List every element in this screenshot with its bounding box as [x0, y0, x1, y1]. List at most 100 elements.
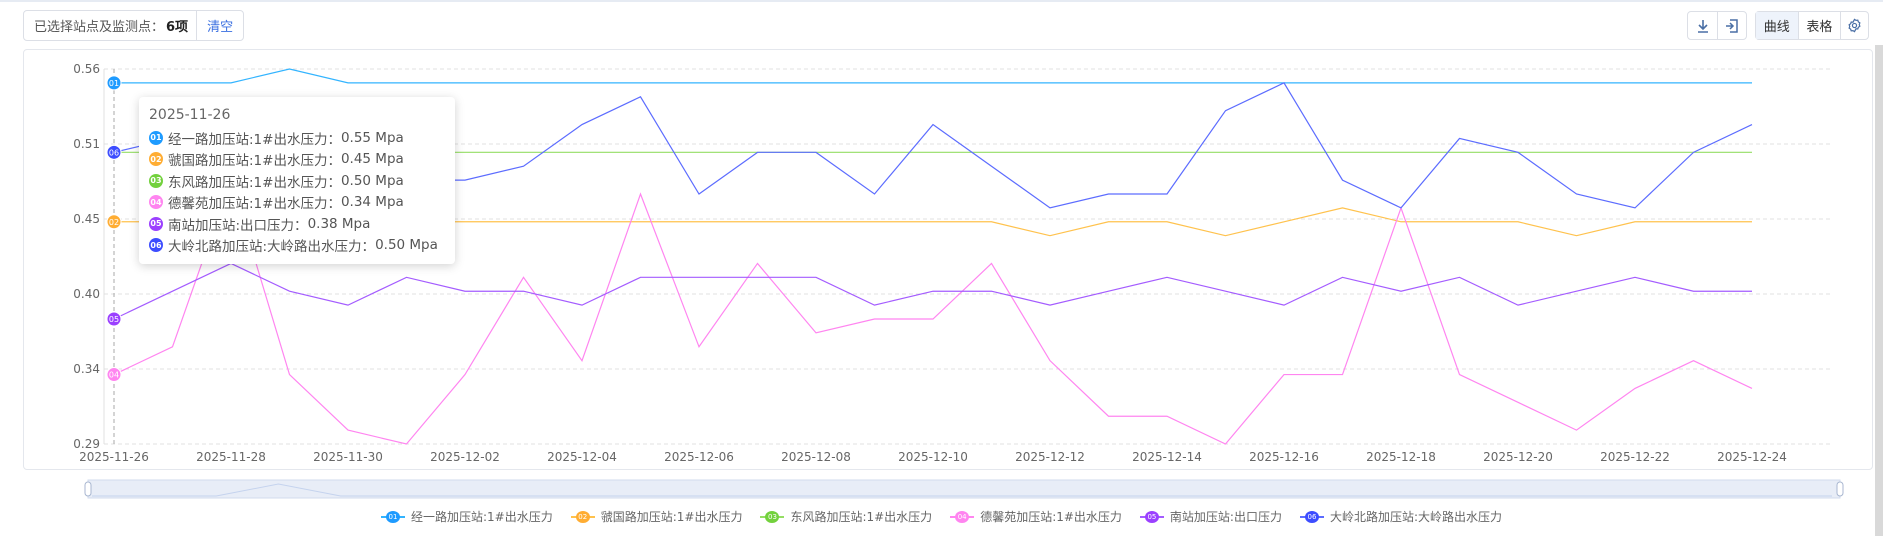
series-marker-label: 05: [109, 315, 119, 324]
y-tick-label: 0.29: [73, 437, 100, 451]
data-zoom-handle-left[interactable]: [84, 481, 92, 497]
legend-marker-icon: 02: [570, 510, 595, 523]
series-marker-label: 06: [109, 148, 119, 157]
x-tick-label: 2025-12-08: [781, 450, 851, 464]
x-tick-label: 2025-12-24: [1717, 450, 1787, 464]
series-line-01[interactable]: [114, 68, 1752, 84]
legend-item-06[interactable]: 06 大岭北路加压站:大岭路出水压力: [1299, 508, 1503, 525]
legend-label: 南站加压站:出口压力: [1169, 510, 1282, 524]
tooltip-series-value: 0.34 Mpa: [340, 194, 404, 211]
legend-label: 虢国路加压站:1#出水压力: [600, 510, 743, 524]
tooltip-series-label: 南站加压站:出口压力：: [168, 217, 308, 234]
tooltip-row: 06 大岭北路加压站:大岭路出水压力： 0.50 Mpa: [149, 235, 445, 257]
x-tick-label: 2025-12-02: [430, 450, 500, 464]
legend-marker-icon: 06: [1299, 510, 1324, 523]
tooltip-series-value: 0.55 Mpa: [340, 129, 404, 146]
tooltip-series-label: 虢国路加压站:1#出水压力：: [168, 153, 341, 170]
x-tick-label: 2025-12-06: [664, 450, 734, 464]
series-badge-icon: 05: [149, 216, 163, 231]
series-marker-05[interactable]: [106, 311, 122, 327]
series-marker-04[interactable]: [106, 367, 122, 383]
legend-label: 德馨苑加压站:1#出水压力: [980, 510, 1122, 524]
tooltip-series-value: 0.38 Mpa: [307, 215, 371, 232]
x-tick-label: 2025-12-04: [547, 450, 617, 464]
y-tick-label: 0.40: [73, 287, 100, 301]
x-tick-label: 2025-12-20: [1483, 450, 1553, 464]
legend-item-04[interactable]: 04 德馨苑加压站:1#出水压力: [950, 508, 1122, 525]
tooltip-row: 03 东风路加压站:1#出水压力： 0.50 Mpa: [149, 170, 445, 192]
y-tick-label: 0.34: [73, 362, 100, 376]
tooltip-series-label: 经一路加压站:1#出水压力：: [168, 131, 341, 148]
tooltip-series-label: 东风路加压站:1#出水压力：: [168, 174, 341, 191]
y-tick-label: 0.51: [73, 137, 100, 151]
curve-view-button[interactable]: 曲线: [1756, 12, 1798, 39]
legend-marker-icon: 05: [1139, 510, 1164, 523]
data-zoom-slider[interactable]: [87, 479, 1841, 499]
series-marker-label: 04: [109, 371, 119, 380]
y-tick-label: 0.56: [73, 62, 100, 76]
series-marker-01[interactable]: [106, 75, 122, 91]
legend-item-05[interactable]: 05 南站加压站:出口压力: [1139, 508, 1282, 525]
gear-icon: [1848, 18, 1861, 33]
tooltip-series-label: 大岭北路加压站:大岭路出水压力：: [168, 239, 376, 256]
legend-label: 经一路加压站:1#出水压力: [410, 510, 553, 524]
chart-panel: [23, 49, 1873, 470]
series-marker-02[interactable]: [106, 214, 122, 230]
legend-item-02[interactable]: 02 虢国路加压站:1#出水压力: [570, 508, 743, 525]
series-marker-06[interactable]: [106, 144, 122, 160]
y-tick-label: 0.45: [73, 212, 100, 226]
tooltip-row: 04 德馨苑加压站:1#出水压力： 0.34 Mpa: [149, 192, 445, 214]
tooltip-series-value: 0.50 Mpa: [340, 172, 404, 189]
x-tick-label: 2025-12-18: [1366, 450, 1436, 464]
x-tick-label: 2025-11-30: [313, 450, 383, 464]
legend-marker-icon: 01: [380, 510, 405, 523]
series-marker-label: 02: [109, 218, 119, 227]
export-button[interactable]: [1717, 12, 1746, 39]
export-icon: [1726, 18, 1738, 33]
tooltip-row: 02 虢国路加压站:1#出水压力： 0.45 Mpa: [149, 149, 445, 171]
series-badge-icon: 04: [149, 195, 163, 210]
chart-legend: 01 经一路加压站:1#出水压力 02 虢国路加压站:1#出水压力 03 东风路加压站:1…: [0, 508, 1883, 525]
x-tick-label: 2025-12-10: [898, 450, 968, 464]
series-line-05[interactable]: [113, 262, 1752, 320]
view-toggle-group: 曲线 表格: [1755, 11, 1869, 40]
series-badge-icon: 03: [149, 173, 163, 188]
download-button[interactable]: [1688, 12, 1717, 39]
series-badge-icon: 01: [149, 130, 163, 145]
series-badge-icon: 06: [149, 238, 163, 253]
x-tick-label: 2025-12-12: [1015, 450, 1085, 464]
top-divider: [0, 0, 1883, 2]
x-tick-label: 2025-12-14: [1132, 450, 1202, 464]
series-marker-label: 01: [109, 79, 119, 88]
page-scrollbar[interactable]: [1875, 45, 1883, 536]
selected-points-label: 已选择站点及监测点：: [34, 20, 165, 35]
x-tick-label: 2025-12-22: [1600, 450, 1670, 464]
x-tick-label: 2025-12-16: [1249, 450, 1319, 464]
tooltip-row: 05 南站加压站:出口压力： 0.38 Mpa: [149, 213, 445, 235]
legend-item-01[interactable]: 01 经一路加压站:1#出水压力: [380, 508, 553, 525]
clear-button[interactable]: 清空: [196, 11, 243, 40]
settings-button[interactable]: [1840, 12, 1868, 39]
series-badge-icon: 02: [149, 152, 163, 167]
legend-item-03[interactable]: 03 东风路加压站:1#出水压力: [760, 508, 932, 525]
legend-marker-icon: 04: [950, 510, 975, 523]
legend-marker-icon: 03: [760, 510, 785, 523]
selected-points-count: 6项: [166, 20, 189, 35]
legend-label: 东风路加压站:1#出水压力: [790, 510, 933, 524]
x-tick-label: 2025-11-26: [79, 450, 149, 464]
tooltip-series-value: 0.45 Mpa: [340, 151, 404, 168]
export-button-group: [1687, 11, 1747, 40]
selected-points-tag: 已选择站点及监测点： 6项 清空: [23, 10, 245, 41]
data-zoom-handle-right[interactable]: [1836, 481, 1844, 497]
series-line-04[interactable]: [113, 178, 1753, 445]
download-icon: [1697, 19, 1708, 33]
data-zoom-preview: [92, 483, 1832, 497]
chart-tooltip: 2025-11-26 01 经一路加压站:1#出水压力： 0.55 Mpa 02 虢国路…: [139, 97, 455, 264]
tooltip-date: 2025-11-26: [149, 107, 231, 123]
tooltip-series-label: 德馨苑加压站:1#出水压力：: [168, 196, 341, 213]
legend-label: 大岭北路加压站:大岭路出水压力: [1329, 510, 1503, 524]
tooltip-series-value: 0.50 Mpa: [375, 237, 438, 254]
tooltip-row: 01 经一路加压站:1#出水压力： 0.55 Mpa: [149, 127, 445, 149]
table-view-button[interactable]: 表格: [1797, 12, 1841, 39]
